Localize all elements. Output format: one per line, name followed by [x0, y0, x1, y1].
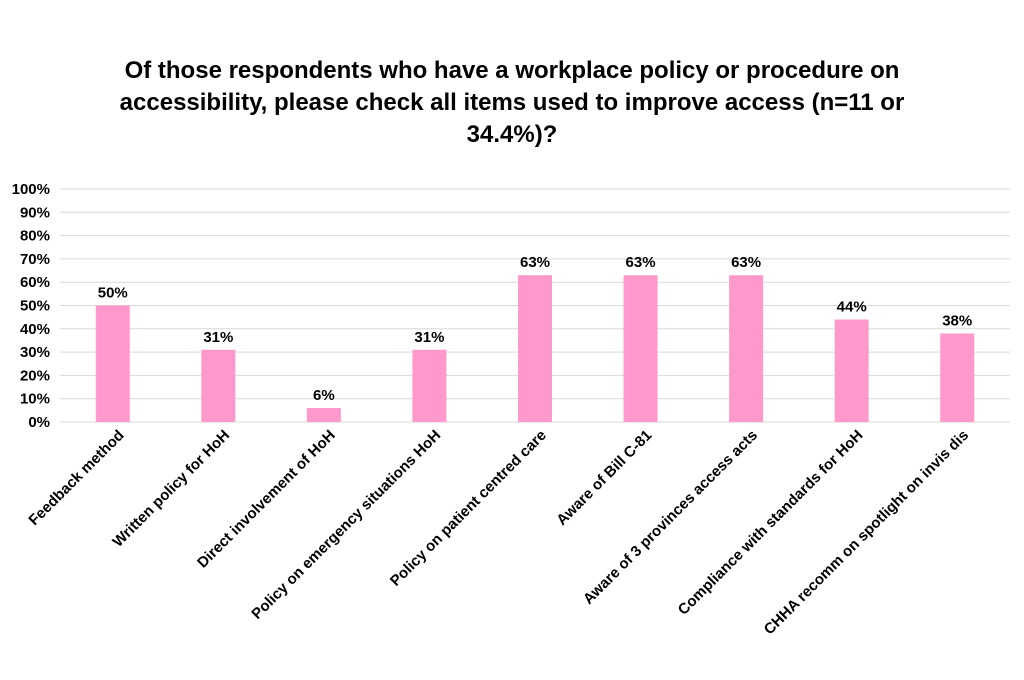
x-tick-label: Aware of 3 provinces access acts — [580, 427, 761, 608]
y-tick-label: 0% — [28, 414, 50, 431]
y-tick-label: 30% — [20, 344, 50, 361]
x-tick-label: CHHA recomm on spotlight on invis dis — [761, 427, 972, 638]
x-tick-label: Aware of Bill C-81 — [553, 427, 655, 529]
y-tick-label: 50% — [20, 298, 50, 315]
bars — [95, 275, 975, 422]
data-label: 63% — [626, 254, 656, 271]
y-tick-label: 90% — [20, 204, 50, 221]
data-label: 44% — [837, 298, 867, 315]
x-tick-label: Compliance with standards for HoH — [675, 427, 867, 619]
x-tick-label: Policy on emergency situations HoH — [248, 427, 444, 623]
data-label: 38% — [942, 312, 972, 329]
bar — [729, 275, 764, 422]
y-tick-label: 10% — [20, 391, 50, 408]
y-tick-label: 100% — [12, 181, 50, 198]
y-axis: 0% 10% 20% 30% 40% 50% 60% 70% 80% 90% 100% — [12, 181, 50, 431]
bar — [201, 349, 236, 422]
y-tick-label: 20% — [20, 367, 50, 384]
data-label: 63% — [520, 254, 550, 271]
data-label: 63% — [731, 254, 761, 271]
data-labels: 50% 31% 6% 31% 63% 63% 63% 44% 38% — [98, 254, 972, 404]
data-label: 50% — [98, 285, 128, 302]
y-tick-label: 70% — [20, 251, 50, 268]
y-tick-label: 80% — [20, 228, 50, 245]
bar — [306, 408, 341, 422]
bar — [834, 319, 869, 422]
bar — [412, 349, 447, 422]
bar — [940, 333, 975, 422]
y-tick-label: 40% — [20, 321, 50, 338]
x-tick-label: Written policy for HoH — [109, 427, 233, 551]
bar — [95, 305, 130, 422]
chart-title: Of those respondents who have a workplac… — [119, 57, 905, 148]
y-tick-label: 60% — [20, 274, 50, 291]
data-label: 6% — [313, 387, 335, 404]
data-label: 31% — [414, 329, 444, 346]
bar — [623, 275, 658, 422]
x-tick-label: Feedback method — [25, 427, 127, 529]
bar — [518, 275, 552, 422]
data-label: 31% — [203, 329, 233, 346]
